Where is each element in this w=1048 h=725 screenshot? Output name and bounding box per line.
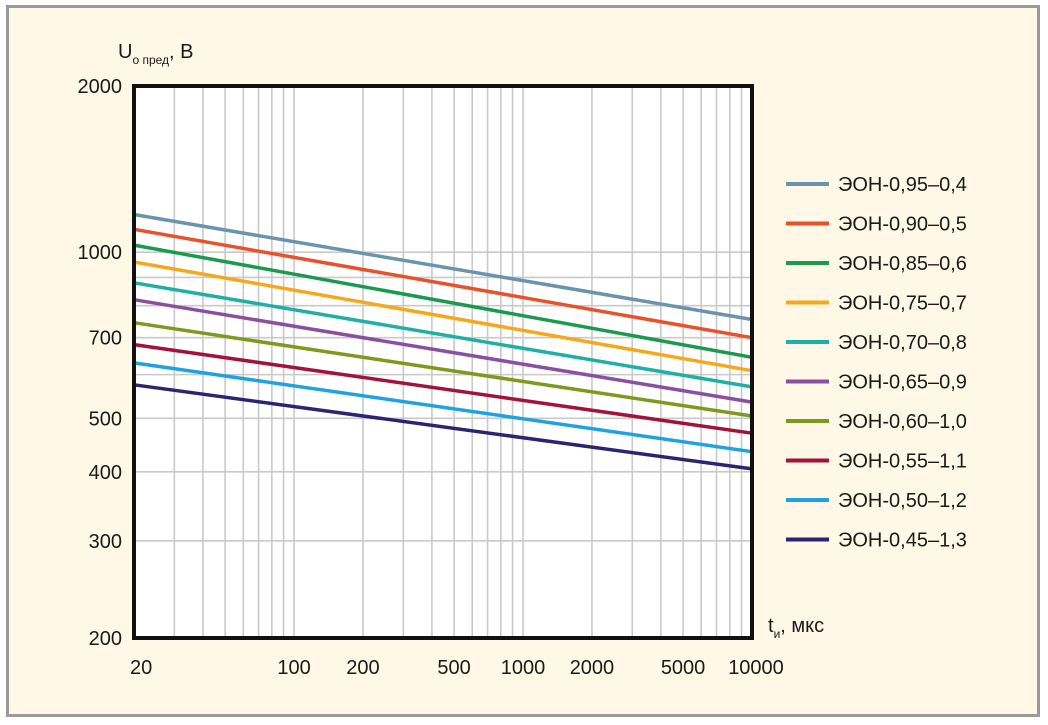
series-line-1 bbox=[133, 212, 753, 322]
x-tick-label: 500 bbox=[437, 657, 470, 679]
series-line-8 bbox=[133, 342, 753, 435]
legend-label: ЭОН-0,85–0,6 bbox=[838, 253, 967, 275]
plot-border bbox=[132, 84, 754, 640]
x-tick-label: 5000 bbox=[661, 657, 706, 679]
legend-label: ЭОН-0,50–1,2 bbox=[838, 490, 967, 512]
series-line-4 bbox=[133, 260, 753, 373]
y-axis-title-unit: , B bbox=[169, 41, 193, 63]
y-axis-title: Uо пред, B bbox=[118, 41, 194, 67]
legend-label: ЭОН-0,70–0,8 bbox=[838, 332, 967, 354]
legend-label: ЭОН-0,75–0,7 bbox=[838, 293, 967, 315]
series-line-5 bbox=[133, 281, 753, 389]
y-axis-title-main: U bbox=[118, 41, 132, 63]
legend-label: ЭОН-0,60–1,0 bbox=[838, 411, 967, 433]
x-axis-title: tи, мкс bbox=[768, 615, 824, 641]
series-line-2 bbox=[133, 227, 753, 340]
series-line-10 bbox=[133, 383, 753, 471]
series-line-3 bbox=[133, 243, 753, 360]
legend-label: ЭОН-0,65–0,9 bbox=[838, 372, 967, 394]
y-tick-label: 700 bbox=[89, 328, 122, 350]
x-axis-title-unit: , мкс bbox=[780, 615, 824, 637]
legend-label: ЭОН-0,90–0,5 bbox=[838, 214, 967, 236]
series-line-7 bbox=[133, 320, 753, 418]
x-axis-title-main: t bbox=[768, 615, 774, 637]
y-tick-label: 400 bbox=[89, 462, 122, 484]
x-tick-label: 20 bbox=[130, 657, 152, 679]
y-tick-label: 1000 bbox=[78, 242, 123, 264]
y-tick-label: 200 bbox=[89, 628, 122, 650]
series-line-9 bbox=[133, 361, 753, 454]
y-tick-labels: 200 300 400 500 700 1000 2000 bbox=[78, 76, 123, 650]
x-tick-label: 10000 bbox=[728, 657, 784, 679]
series-line-6 bbox=[133, 297, 753, 404]
series-lines bbox=[133, 212, 753, 471]
plot-area bbox=[134, 86, 752, 638]
legend-label: ЭОН-0,95–0,4 bbox=[838, 174, 967, 196]
x-tick-label: 100 bbox=[277, 657, 310, 679]
x-tick-label: 200 bbox=[346, 657, 379, 679]
y-axis-title-sub: о пред bbox=[132, 53, 169, 67]
legend-label: ЭОН-0,55–1,1 bbox=[838, 451, 967, 473]
x-tick-label: 2000 bbox=[570, 657, 615, 679]
y-tick-label: 500 bbox=[89, 408, 122, 430]
legend: ЭОН-0,95–0,4 ЭОН-0,90–0,5 ЭОН-0,85–0,6 ЭОН-… bbox=[786, 174, 967, 552]
y-tick-label: 2000 bbox=[78, 76, 123, 98]
y-tick-label: 300 bbox=[89, 531, 122, 553]
x-tick-labels: 20 100 200 500 1000 2000 5000 10000 bbox=[130, 657, 784, 679]
x-tick-label: 1000 bbox=[501, 657, 546, 679]
x-axis-title-sub: и bbox=[774, 627, 781, 641]
grid bbox=[134, 86, 752, 638]
legend-label: ЭОН-0,45–1,3 bbox=[838, 530, 967, 552]
